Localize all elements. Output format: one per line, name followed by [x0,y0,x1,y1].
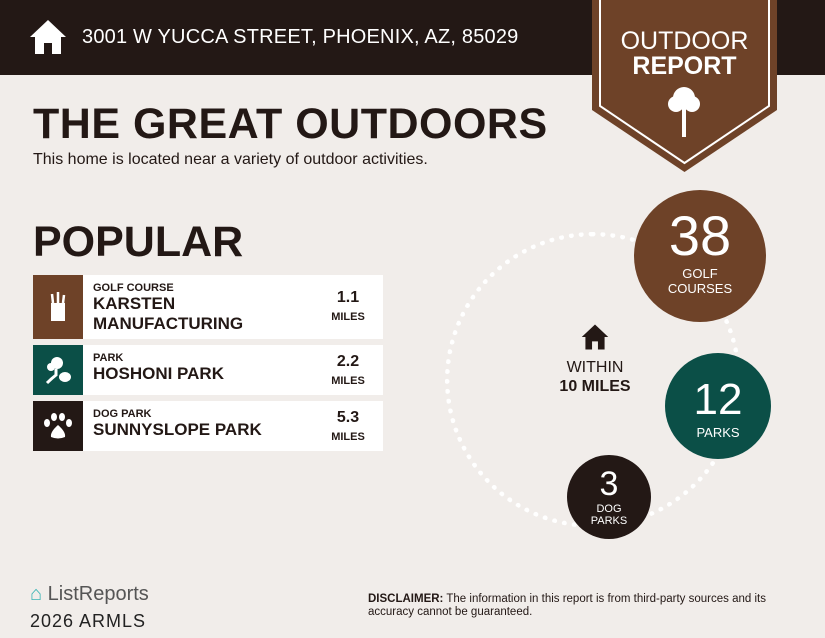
parks-count: 12 [693,375,743,424]
dog-parks-label: DOG [596,503,622,515]
parks-count-circle: 12 PARKS [665,353,771,459]
park-tree-icon [33,345,83,395]
list-item: GOLF COURSE KARSTEN MANUFACTURING 1.1 MI… [33,275,383,339]
badge-title: OUTDOOR REPORT [620,27,749,80]
dog-parks-count-circle: 3 DOG PARKS [567,455,651,539]
item-category: DOG PARK [93,408,152,420]
within-radius-label: WITHIN 10 MILES [559,359,631,395]
paw-icon [33,401,83,451]
golf-label: COURSES [667,281,733,296]
golf-label: GOLF [682,266,718,281]
golf-count: 38 [668,204,732,267]
property-address: 3001 W YUCCA STREET, PHOENIX, AZ, 85029 [82,26,519,48]
page-subtitle: This home is located near a variety of o… [33,151,428,168]
item-name: SUNNYSLOPE PARK [93,420,262,439]
golf-count-circle: 38 GOLF COURSES [634,190,766,322]
list-item: PARK HOSHONI PARK 2.2 MILES [33,345,383,395]
home-icon [30,20,66,54]
item-distance: 1.1 [336,289,360,306]
watermark: 2026 ARMLS [30,611,147,631]
dog-parks-count: 3 [599,465,619,503]
item-category: PARK [93,352,124,364]
disclaimer: DISCLAIMER: The information in this repo… [368,593,766,618]
golf-bag-icon [33,275,83,339]
outdoor-report-badge [592,0,777,172]
item-distance: 5.3 [336,409,360,426]
listreports-logo: ⌂ ListReports [30,583,149,605]
item-distance: 2.2 [336,353,360,370]
item-name: KARSTEN MANUFACTURING [93,294,244,333]
dog-parks-label: PARKS [590,515,628,527]
item-name: HOSHONI PARK [93,364,224,383]
item-category: GOLF COURSE [93,282,174,294]
home-icon [581,324,609,350]
tree-icon [668,87,700,137]
item-unit: MILES [331,375,365,387]
parks-label: PARKS [696,425,740,440]
item-unit: MILES [331,431,365,443]
page-title: THE GREAT OUTDOORS [33,100,548,148]
popular-heading: POPULAR [33,218,244,266]
item-unit: MILES [331,311,365,323]
list-item: DOG PARK SUNNYSLOPE PARK 5.3 MILES [33,401,383,451]
